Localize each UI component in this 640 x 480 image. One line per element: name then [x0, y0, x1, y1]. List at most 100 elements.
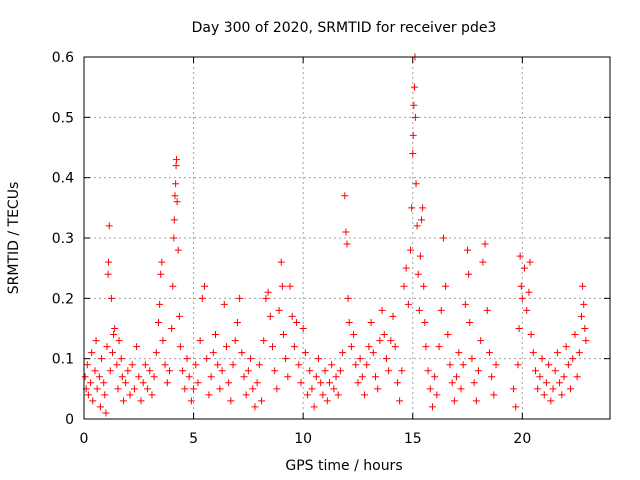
data-point	[580, 300, 588, 308]
data-point	[343, 240, 351, 248]
data-point	[240, 373, 248, 381]
data-point	[203, 355, 211, 363]
data-point	[220, 300, 228, 308]
data-point	[421, 318, 429, 326]
data-point	[409, 131, 417, 139]
data-point	[371, 373, 379, 381]
data-point	[444, 331, 452, 339]
data-point	[165, 367, 173, 375]
data-point	[439, 234, 447, 242]
data-point	[481, 240, 489, 248]
data-point	[437, 306, 445, 314]
data-point	[297, 379, 305, 387]
data-point	[547, 397, 555, 405]
x-axis-label: GPS time / hours	[285, 458, 402, 474]
data-point	[321, 367, 329, 375]
data-point	[301, 349, 309, 357]
data-point	[118, 373, 126, 381]
data-point	[286, 282, 294, 290]
data-point	[410, 101, 418, 109]
data-point	[179, 367, 187, 375]
data-point	[412, 180, 420, 188]
data-point	[450, 397, 458, 405]
data-point	[510, 385, 518, 393]
data-point	[319, 391, 327, 399]
data-point	[275, 306, 283, 314]
data-point	[490, 391, 498, 399]
data-point	[521, 264, 529, 272]
data-point	[457, 385, 465, 393]
data-point	[92, 337, 100, 345]
data-point	[352, 361, 360, 369]
data-point	[174, 246, 182, 254]
data-point	[459, 361, 467, 369]
data-point	[424, 367, 432, 375]
data-point	[325, 379, 333, 387]
data-point	[81, 373, 89, 381]
data-point	[393, 379, 401, 387]
data-point	[387, 337, 395, 345]
data-point	[339, 349, 347, 357]
data-point	[156, 300, 164, 308]
data-point	[148, 391, 156, 399]
data-point	[347, 343, 355, 351]
data-point	[526, 258, 534, 266]
data-point	[556, 379, 564, 387]
data-point	[100, 379, 108, 387]
data-point	[420, 282, 428, 290]
data-point	[356, 355, 364, 363]
data-point	[367, 318, 375, 326]
data-point	[175, 312, 183, 320]
data-point	[363, 361, 371, 369]
data-point	[216, 385, 224, 393]
data-point	[378, 306, 386, 314]
data-point	[455, 349, 463, 357]
data-point	[488, 373, 496, 381]
data-point	[268, 343, 276, 351]
data-point	[376, 337, 384, 345]
data-point	[391, 343, 399, 351]
x-tick-label: 10	[294, 431, 312, 447]
data-point	[89, 397, 97, 405]
data-point	[288, 312, 296, 320]
data-point	[542, 379, 550, 387]
data-point	[365, 343, 373, 351]
data-point	[293, 318, 301, 326]
data-point	[170, 216, 178, 224]
data-point	[205, 391, 213, 399]
data-point	[402, 264, 410, 272]
data-point	[336, 367, 344, 375]
data-point	[534, 385, 542, 393]
data-point	[273, 385, 281, 393]
data-point	[137, 397, 145, 405]
data-point	[582, 337, 590, 345]
data-point	[358, 373, 366, 381]
x-tick-label: 0	[80, 431, 89, 447]
data-point	[304, 391, 312, 399]
data-point	[396, 397, 404, 405]
data-point	[560, 373, 568, 381]
data-point	[169, 282, 177, 290]
data-point	[242, 391, 250, 399]
data-point	[150, 373, 158, 381]
data-point	[575, 349, 583, 357]
data-point	[122, 379, 130, 387]
data-point	[198, 294, 206, 302]
data-point	[369, 349, 377, 357]
data-point	[201, 282, 209, 290]
y-axis-label: SRMTID / TECUs	[6, 182, 22, 295]
data-point	[312, 373, 320, 381]
data-point	[173, 198, 181, 206]
data-point	[545, 361, 553, 369]
data-point	[350, 331, 358, 339]
data-point	[258, 397, 266, 405]
data-point	[581, 325, 589, 332]
data-point	[553, 349, 561, 357]
data-point	[278, 282, 286, 290]
data-point	[472, 397, 480, 405]
data-point	[176, 343, 184, 351]
data-point	[419, 204, 427, 212]
data-point	[172, 156, 180, 164]
data-point	[442, 282, 450, 290]
data-point	[428, 403, 436, 411]
